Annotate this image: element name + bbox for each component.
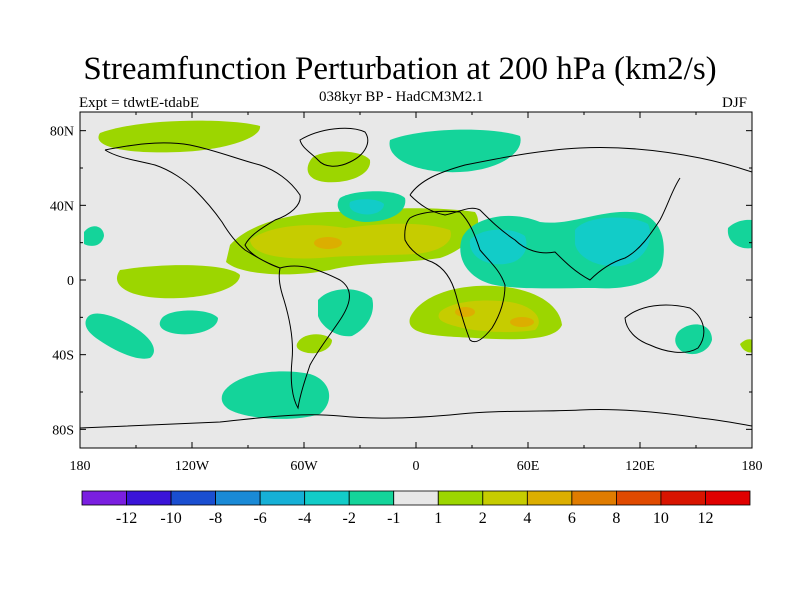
contour-region <box>221 371 330 419</box>
coastlines <box>80 127 752 429</box>
contour-region <box>116 265 240 299</box>
lat-tick-label: 40N <box>50 199 74 214</box>
contour-region <box>159 310 218 335</box>
colorbar-swatch <box>170 490 216 506</box>
lon-tick-label: 60W <box>290 459 318 474</box>
contour-region <box>727 219 752 249</box>
coastline-africa <box>404 210 506 343</box>
coastline-north-america <box>104 142 301 269</box>
colorbar-label: 1 <box>434 510 442 527</box>
colorbar-label: 6 <box>568 510 576 527</box>
contour-region <box>510 317 534 327</box>
lon-tick-label: 120W <box>175 459 210 474</box>
colorbar-label: -1 <box>387 510 400 527</box>
lon-axis: 180 120W 60W 0 60E 120E 180 <box>70 112 763 474</box>
contour-region <box>455 307 475 317</box>
colorbar-swatch <box>259 490 306 506</box>
colorbar-swatch <box>437 490 484 506</box>
contour-region <box>675 324 712 355</box>
colorbar-label: -6 <box>253 510 266 527</box>
colorbar-label: 12 <box>697 510 713 527</box>
colorbar-label: 4 <box>523 510 531 527</box>
colorbar-label: 8 <box>612 510 620 527</box>
colorbar-label: -2 <box>343 510 356 527</box>
lon-tick-label: 60E <box>517 459 540 474</box>
lat-tick-label: 40S <box>52 349 74 364</box>
colorbar-label: -8 <box>209 510 222 527</box>
colorbar: -12 -10 -8 -6 -4 -2 -1 1 2 4 6 8 10 12 <box>81 490 751 527</box>
contour-region <box>389 129 521 173</box>
contour-region <box>250 223 451 259</box>
colorbar-swatch <box>81 490 127 506</box>
lon-tick-label: 180 <box>70 459 91 474</box>
colorbar-swatch <box>705 490 751 506</box>
colorbar-label: -12 <box>116 510 137 527</box>
lon-tick-label: 0 <box>413 459 420 474</box>
colorbar-swatch <box>482 490 528 506</box>
season-label: DJF <box>722 95 748 111</box>
colorbar-label: 10 <box>653 510 669 527</box>
contour-region <box>84 226 104 246</box>
colorbar-swatch <box>616 490 662 506</box>
colorbar-swatch <box>660 490 706 506</box>
lat-axis: 80N 40N 0 40S 80S <box>50 125 752 438</box>
colorbar-label: 2 <box>479 510 487 527</box>
chart-title: Streamfunction Perturbation at 200 hPa (… <box>83 51 717 87</box>
contour-region <box>85 313 154 359</box>
colorbar-label: -10 <box>160 510 181 527</box>
lat-tick-label: 80N <box>50 125 74 140</box>
contour-fill-layer <box>84 120 752 419</box>
colorbar-swatch <box>304 490 350 506</box>
colorbar-swatch <box>348 490 395 506</box>
lat-tick-label: 80S <box>52 423 74 438</box>
lon-tick-label: 180 <box>742 459 763 474</box>
coastline-australia <box>624 304 705 353</box>
colorbar-label: -4 <box>298 510 311 527</box>
coastline-antarctica <box>80 408 752 429</box>
colorbar-swatch <box>526 490 573 506</box>
coastline-greenland <box>299 127 369 167</box>
run-label: 038kyr BP - HadCM3M2.1 <box>319 89 484 105</box>
contour-region <box>318 289 374 337</box>
contour-region <box>740 339 752 353</box>
lon-tick-label: 120E <box>625 459 655 474</box>
lat-tick-label: 0 <box>67 274 74 289</box>
colorbar-swatch <box>215 490 261 506</box>
colorbar-swatch <box>126 490 172 506</box>
colorbar-swatch <box>393 490 439 506</box>
coastline-south-america <box>278 265 350 410</box>
colorbar-swatch <box>571 490 617 506</box>
contour-region <box>349 199 384 215</box>
contour-region <box>314 237 342 249</box>
experiment-label: Expt = tdwtE-tdabE <box>79 95 200 111</box>
contour-region <box>296 334 332 354</box>
